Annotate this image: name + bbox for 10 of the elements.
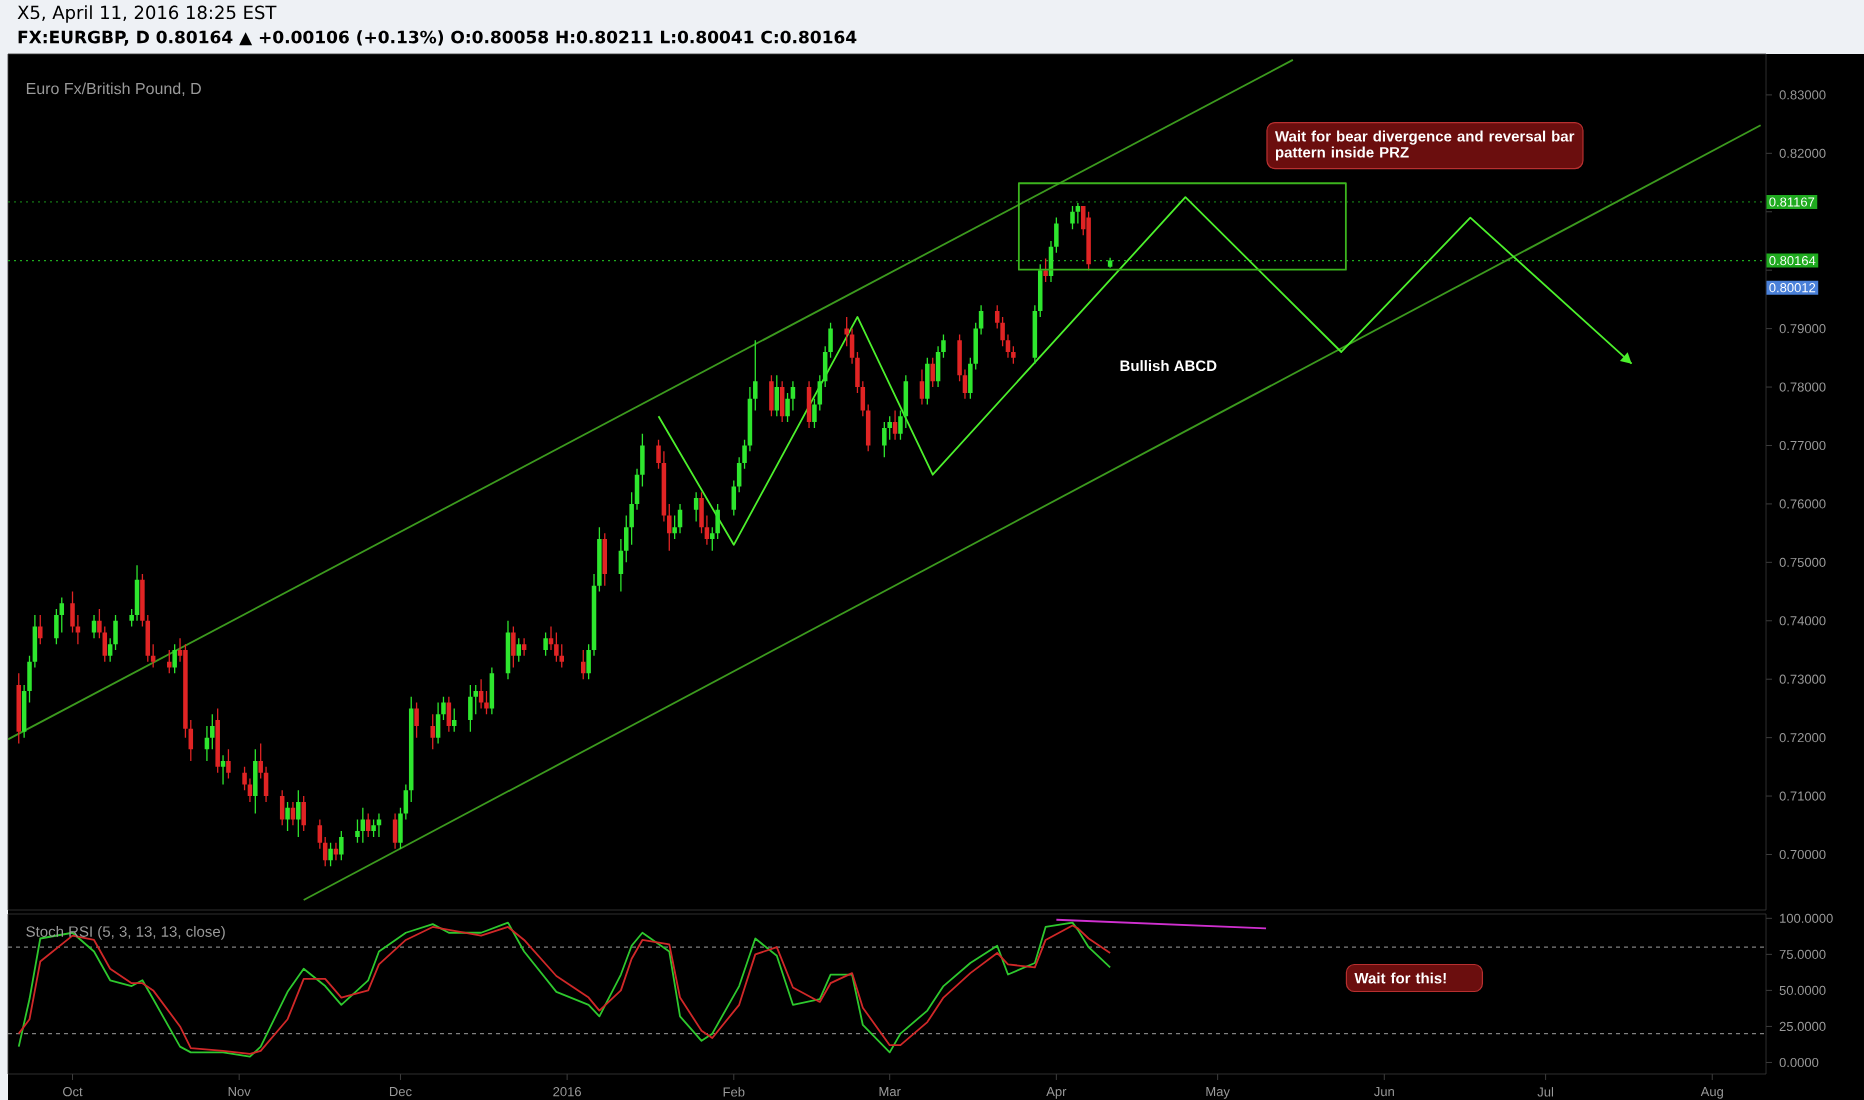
candlestick (892, 410, 898, 440)
candlestick (376, 813, 382, 837)
chart-subtitle: FX:EURGBP, D 0.80164 ▲ +0.00106 (+0.13%) O:0.80058 H:0.80211 L:0.80041 C:0.80164 (18, 30, 857, 46)
annotation: Euro Fx/British Pound, D (26, 82, 201, 97)
chart-title: X5, April 11, 2016 18:25 EST (17, 5, 277, 23)
candlestick (333, 842, 339, 861)
candlestick (1075, 203, 1081, 224)
candlestick (478, 679, 484, 709)
candlestick (220, 755, 226, 785)
candlestick (521, 638, 527, 656)
